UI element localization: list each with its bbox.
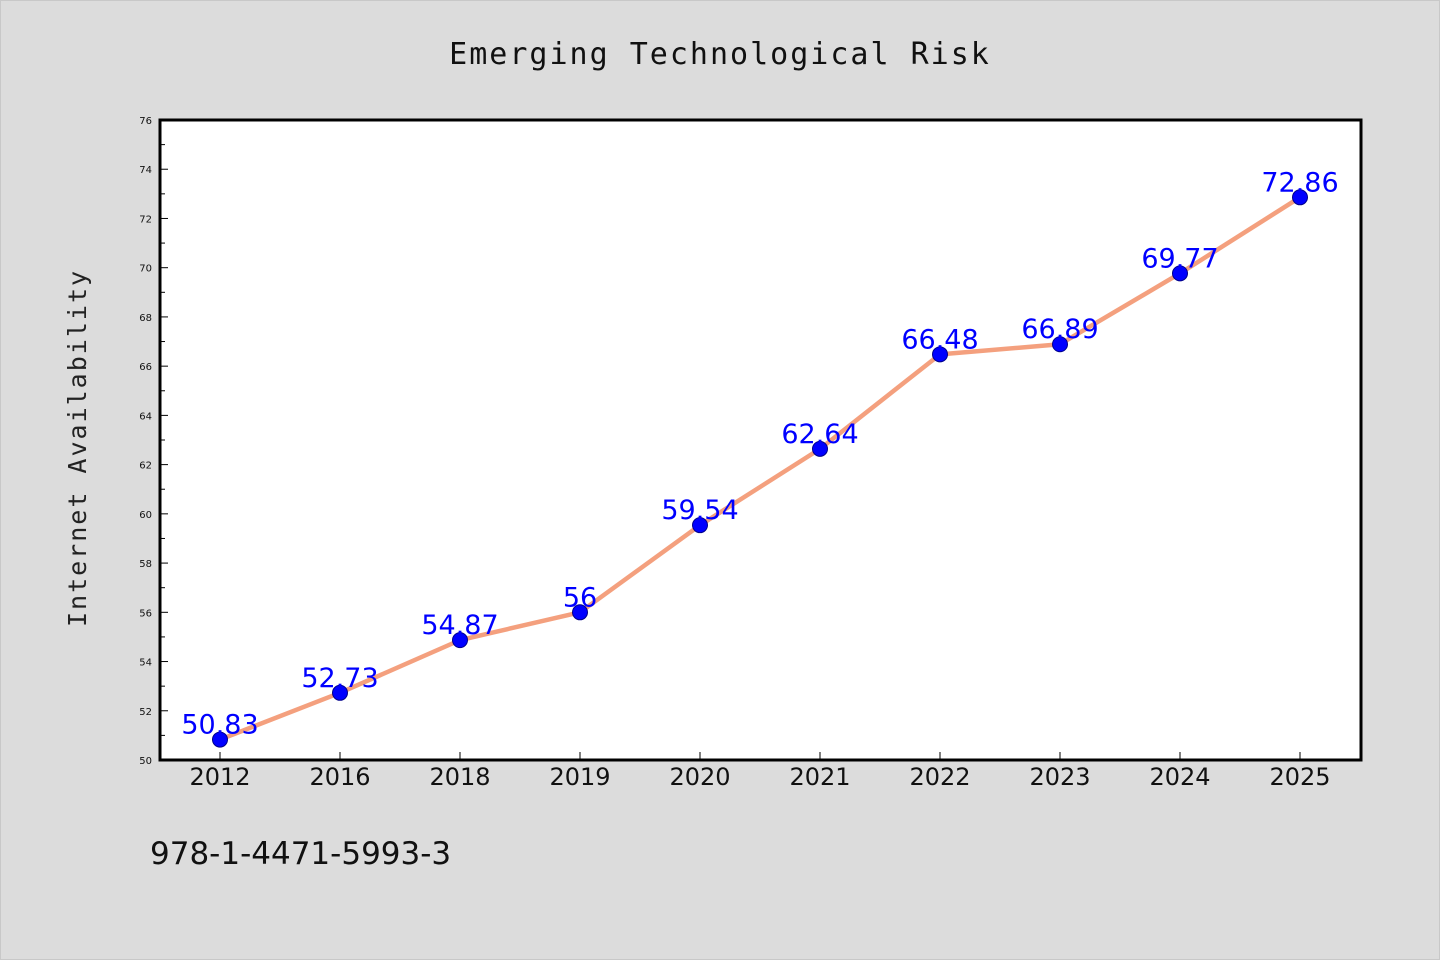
y-tick-label: 54	[139, 658, 152, 669]
data-point	[1172, 265, 1188, 282]
y-tick-label: 56	[139, 608, 152, 619]
x-tick-label: 2020	[669, 763, 730, 791]
y-axis-ticks: 50 52 54 56 58 60 62 64 66 68 70 72 74 76	[139, 116, 168, 767]
data-label: 66.48	[901, 324, 978, 355]
data-label: 72.86	[1261, 167, 1338, 198]
y-tick-label: 76	[139, 116, 152, 127]
data-label: 56	[563, 582, 597, 613]
x-tick-label: 2012	[189, 763, 250, 791]
series-line	[217, 195, 1303, 742]
y-tick-label: 70	[139, 264, 152, 275]
x-tick-label: 2025	[1269, 763, 1330, 791]
y-tick-label: 66	[139, 362, 152, 373]
data-point	[572, 604, 588, 621]
y-axis-label: Internet Availability	[63, 269, 92, 627]
y-tick-label: 58	[139, 559, 152, 570]
y-tick-label: 68	[139, 313, 152, 324]
data-label: 69.77	[1141, 243, 1218, 274]
data-point	[812, 440, 828, 457]
data-point	[692, 517, 708, 534]
data-label: 59.54	[661, 495, 738, 526]
x-tick-label: 2022	[909, 763, 970, 791]
y-tick-label: 52	[139, 707, 152, 718]
x-tick-label: 2023	[1029, 763, 1090, 791]
y-tick-label: 64	[139, 411, 152, 422]
y-tick-label: 72	[139, 214, 152, 225]
x-tick-label: 2021	[789, 763, 850, 791]
y-tick-label: 60	[139, 510, 152, 521]
x-axis-ticks: 2012 2016 2018 2019 2020 2021 2022 2023 2024 2025	[189, 752, 1331, 791]
y-tick-label: 62	[139, 461, 152, 472]
x-tick-label: 2024	[1149, 763, 1210, 791]
data-point	[452, 632, 468, 649]
data-label: 54.87	[421, 610, 498, 641]
data-point	[212, 731, 228, 748]
data-label-layer: 50.83 52.73 54.87 56 59.54 62.64 66.48 66.89 69.…	[181, 167, 1338, 740]
x-tick-label: 2018	[429, 763, 490, 791]
footer-isbn: 978-1-4471-5993-3	[150, 836, 451, 872]
data-point	[932, 346, 948, 363]
data-point	[332, 684, 348, 701]
series-layer	[212, 189, 1308, 748]
x-tick-label: 2019	[549, 763, 610, 791]
data-label: 66.89	[1021, 314, 1098, 345]
data-point	[1052, 336, 1068, 353]
data-label: 50.83	[181, 710, 258, 741]
x-tick-label: 2016	[309, 763, 370, 791]
y-tick-label: 50	[139, 756, 152, 767]
plot-area	[158, 118, 1363, 762]
data-point	[1292, 189, 1308, 206]
chart-title: Emerging Technological Risk	[449, 37, 991, 72]
data-label: 52.73	[301, 663, 378, 694]
data-label: 62.64	[781, 419, 858, 450]
y-tick-label: 74	[139, 165, 152, 176]
